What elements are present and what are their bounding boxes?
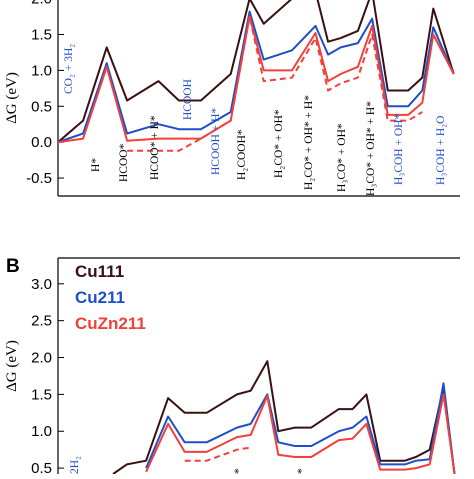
series-line-cuzn211-dashed [184, 446, 251, 462]
state-label: * [233, 468, 245, 474]
legend-entry-cu111: Cu111 [75, 262, 124, 281]
series-line-cu211 [145, 382, 456, 475]
panel-letter: B [6, 256, 20, 277]
state-label: H₂CO* + OH* [273, 109, 285, 178]
state-label: 2H₂ [69, 456, 81, 474]
y-axis-label: ΔG (eV) [4, 340, 20, 392]
state-label: H₃COH + OH* [393, 114, 405, 185]
state-label: H₂COOH* [236, 129, 248, 180]
state-label: H₃CO* + OH* + H* [365, 101, 377, 196]
y-tick-label: -0.5 [26, 170, 52, 187]
state-label: HCOOH [182, 79, 194, 120]
state-label: HCOO* [118, 143, 130, 182]
series-line-cuzn211 [145, 393, 456, 475]
state-label: * [296, 468, 308, 474]
state-label: H₃CO* + OH* [336, 123, 348, 192]
state-label: H* [90, 158, 102, 172]
y-tick-label: 2.5 [31, 313, 52, 330]
panel-b-chart: 0.5 1.0 1.5 2.0 2.5 3.0 ΔG (eV) B 2H₂ * * Cu111 Cu21… [4, 256, 460, 477]
y-tick-label: 1.0 [31, 62, 52, 79]
y-tick-label: 2.0 [31, 0, 52, 8]
y-tick-label: 1.5 [31, 386, 52, 403]
y-tick-label: 1.5 [31, 26, 52, 43]
panel-a-chart: -0.5 0.0 0.5 1.0 1.5 2.0 ΔG (eV) CO₂ + 3H₂ H* HCO… [4, 0, 460, 197]
state-label: HCOO* + H* [149, 115, 161, 180]
y-tick-label: 0.5 [31, 98, 52, 115]
y-tick-label: 1.0 [31, 423, 52, 440]
state-label: CO₂ + 3H₂ [63, 44, 75, 94]
state-label: HCOOH + H* [210, 108, 222, 175]
y-tick-label: 0.5 [31, 460, 52, 474]
series-line-cu111 [112, 360, 456, 475]
y-axis-label: ΔG (eV) [4, 72, 20, 124]
series-line-cuzn211-dashed [127, 15, 423, 152]
series-line-cu111 [57, 0, 455, 143]
legend-entry-cuzn211: CuZn211 [75, 314, 146, 333]
series-line-cu211 [57, 10, 455, 144]
series-line-cuzn211 [57, 15, 455, 144]
y-tick-label: 3.0 [31, 276, 52, 293]
state-label: H₂CO* + OH* + H* [303, 95, 315, 190]
y-tick-label: 0.0 [31, 134, 52, 151]
state-label: H₃COH + H₂O [435, 116, 447, 185]
legend-entry-cu211: Cu211 [75, 288, 125, 307]
y-tick-label: 2.0 [31, 350, 52, 367]
